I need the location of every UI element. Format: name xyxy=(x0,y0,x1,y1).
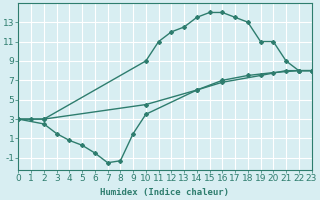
X-axis label: Humidex (Indice chaleur): Humidex (Indice chaleur) xyxy=(100,188,229,197)
